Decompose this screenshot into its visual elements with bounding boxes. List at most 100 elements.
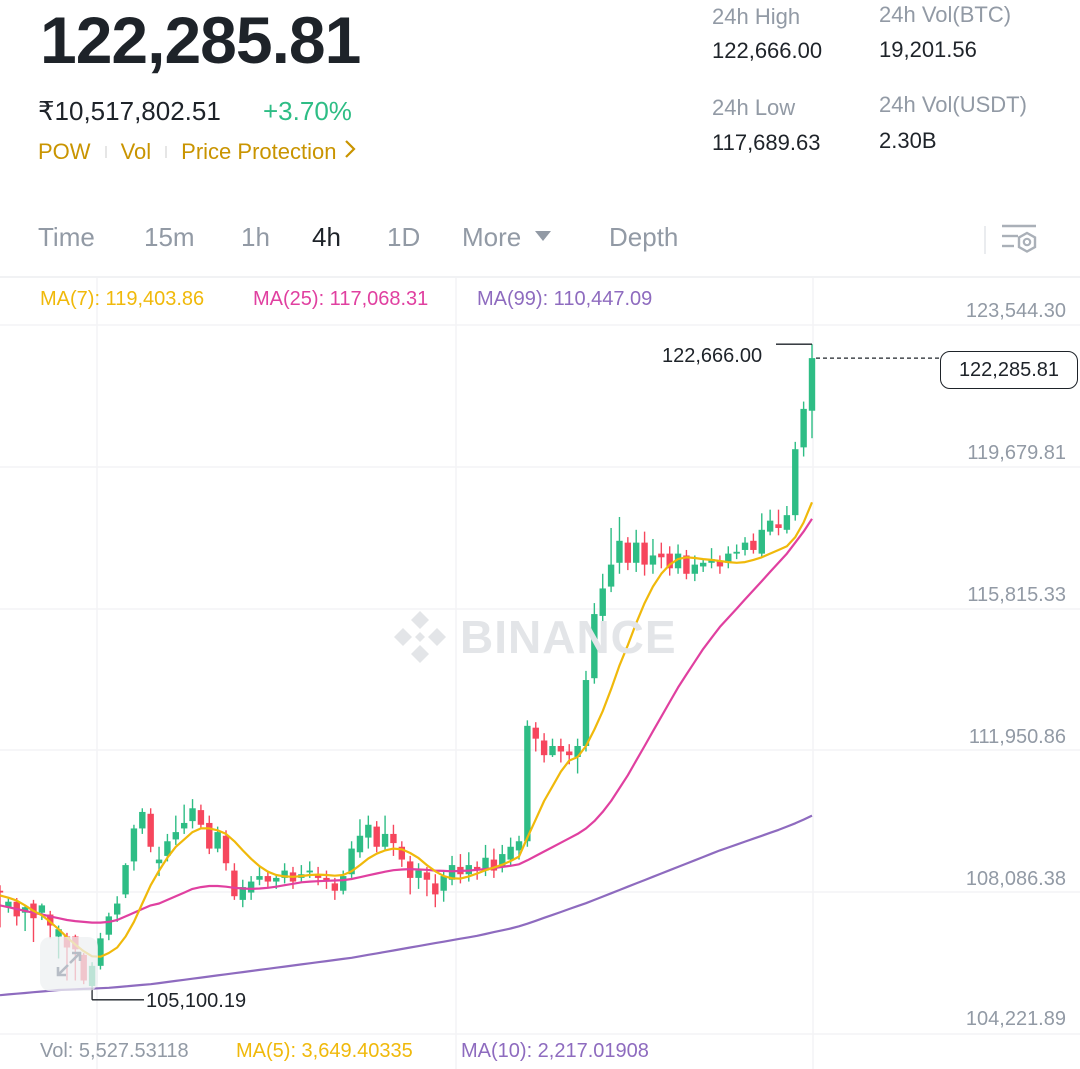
candle-body <box>432 883 439 895</box>
candle-body <box>415 870 422 878</box>
candle-body <box>783 515 791 530</box>
tag-vol[interactable]: Vol <box>120 139 152 164</box>
candle-body <box>130 828 138 862</box>
tag-price-protection[interactable]: Price Protection <box>181 139 337 164</box>
candle-body <box>691 564 699 574</box>
tag-row: POW Vol Price Protection <box>38 139 357 165</box>
candlestick-chart[interactable] <box>0 278 1080 1069</box>
price-axis-label: 123,544.30 <box>965 300 1066 322</box>
tab-more[interactable]: More <box>462 222 552 253</box>
tab-1h[interactable]: 1h <box>241 222 270 252</box>
chevron-right-icon[interactable] <box>344 139 357 165</box>
candle-body <box>716 560 724 567</box>
candle-body <box>524 725 531 842</box>
candle-body <box>147 813 154 847</box>
candle-body <box>348 848 355 875</box>
stat-vol-btc-value: 19,201.56 <box>879 37 977 62</box>
candle-body <box>591 614 598 679</box>
fullscreen-button[interactable] <box>40 937 98 991</box>
ma7-line <box>0 501 814 958</box>
candle-body <box>139 811 146 829</box>
candle-body <box>448 865 456 880</box>
candle-body <box>55 929 62 937</box>
candle-body <box>741 542 749 550</box>
candle-body <box>566 751 573 756</box>
tab-more-label: More <box>462 222 522 252</box>
candle-body <box>532 727 539 739</box>
candle-body <box>38 905 46 913</box>
candle-body <box>766 520 774 532</box>
candle-body <box>281 870 288 878</box>
candle-body <box>649 555 657 565</box>
candle-body <box>557 745 565 752</box>
tabbar-divider <box>0 276 1080 278</box>
expand-icon <box>56 951 82 977</box>
tab-15m[interactable]: 15m <box>144 222 195 252</box>
ma99-indicator: MA(99): 110,447.09 <box>477 288 653 310</box>
candle-body <box>256 876 263 880</box>
high-price-marker: 122,666.00 <box>662 345 763 367</box>
candle-body <box>373 826 380 847</box>
candle-body <box>641 542 648 565</box>
ma99-line <box>0 814 813 997</box>
inr-price: ₹10,517,802.51 <box>38 96 221 126</box>
candle-body <box>683 555 690 574</box>
tag-pow[interactable]: POW <box>38 139 91 164</box>
candle-body <box>0 890 4 893</box>
low-price-marker: 105,100.19 <box>146 990 247 1012</box>
candle-body <box>733 551 740 554</box>
watermark-text: BINANCE <box>460 611 677 663</box>
price-axis-label: 111,950.86 <box>968 726 1066 748</box>
candle-body <box>390 833 397 844</box>
candle-body <box>549 745 556 756</box>
chart-settings-button[interactable] <box>1000 222 1040 258</box>
candle-body <box>365 824 372 838</box>
current-price-tag: 122,285.81 <box>940 351 1078 389</box>
ma25-line <box>0 518 813 924</box>
ma7-indicator: MA(7): 119,403.86 <box>40 288 205 310</box>
candle-body <box>356 835 364 853</box>
tag-divider <box>165 146 168 158</box>
tag-divider <box>104 146 107 158</box>
stat-vol-usdt-label: 24h Vol(USDT) <box>879 92 1027 117</box>
stat-high-value: 122,666.00 <box>712 38 823 63</box>
chart-settings-icon <box>1002 224 1037 253</box>
candle-body <box>775 524 782 528</box>
candle-body <box>155 859 163 864</box>
vol-ma5-indicator: MA(5): 3,649.40335 <box>236 1040 413 1062</box>
candle-body <box>540 740 548 756</box>
candle-body <box>499 854 506 867</box>
tab-depth[interactable]: Depth <box>609 222 679 252</box>
candle-body <box>758 529 765 554</box>
price-axis-label: 119,679.81 <box>967 442 1066 464</box>
candle-body <box>231 870 238 897</box>
candle-body <box>599 588 606 616</box>
price-axis-label: 108,086.38 <box>965 868 1066 890</box>
candle-body <box>306 870 313 873</box>
candle-body <box>792 449 799 516</box>
candle-body <box>666 553 673 569</box>
candle-body <box>247 881 255 893</box>
candle-body <box>633 542 640 563</box>
candle-body <box>197 810 205 825</box>
candle-body <box>482 857 489 871</box>
price-change-percent: +3.70% <box>263 96 352 126</box>
vol-indicator: Vol: 5,527.53118 <box>40 1040 189 1062</box>
tab-4h[interactable]: 4h <box>312 222 341 252</box>
candle-body <box>97 938 104 966</box>
tab-time[interactable]: Time <box>38 222 95 252</box>
candle-body <box>113 903 121 915</box>
stat-vol-btc-label: 24h Vol(BTC) <box>879 2 1012 27</box>
candle-body <box>607 564 615 587</box>
candle-body <box>658 553 665 558</box>
candle-body <box>616 540 623 563</box>
candle-body <box>222 835 230 864</box>
candle-body <box>314 874 322 878</box>
candle-body <box>164 841 171 856</box>
candle-body <box>239 887 246 900</box>
candle-body <box>206 822 213 849</box>
candle-body <box>105 916 113 935</box>
candle-body <box>507 846 514 860</box>
binance-watermark: BINANCE <box>390 607 677 667</box>
tab-1d[interactable]: 1D <box>387 222 421 252</box>
